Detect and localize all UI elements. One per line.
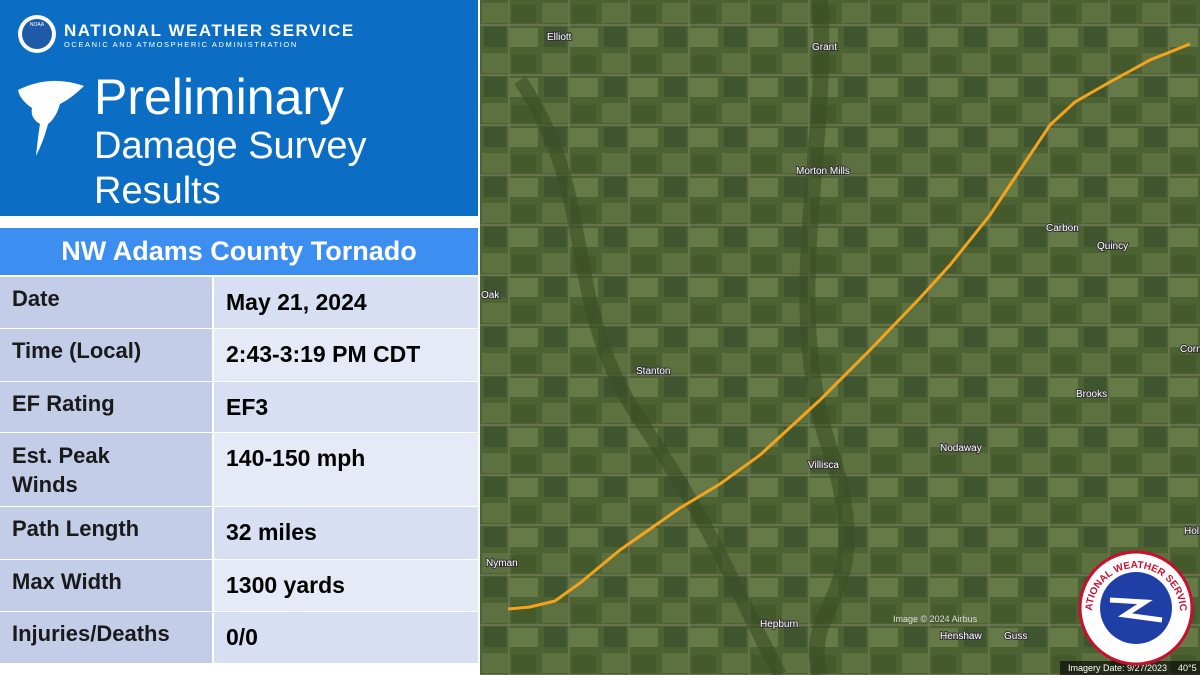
label-cell	[0, 560, 212, 611]
label-cell	[0, 507, 212, 559]
imagery-bar	[1060, 661, 1200, 675]
row-value: 1300 yards	[226, 572, 345, 598]
coordinates: 40°5	[1178, 663, 1197, 673]
place-label: Villisca	[808, 460, 839, 471]
label-cell	[0, 433, 212, 506]
row-label: Est. Peak Winds	[12, 443, 111, 497]
row-label-part: Est. Peak	[12, 443, 111, 468]
place-label: Corn	[1180, 344, 1200, 355]
label-cell	[0, 612, 212, 663]
title-line: Preliminary	[94, 69, 344, 125]
place-label: Morton Mills	[796, 166, 850, 177]
tornado-icon	[18, 80, 84, 156]
place-label: Guss	[1004, 631, 1027, 642]
tornado-path	[507, 42, 1191, 611]
row-label: Path Length	[12, 516, 139, 541]
title-line: Damage Survey	[94, 125, 366, 167]
value-cell	[214, 507, 478, 559]
row-label: Time (Local)	[12, 338, 141, 363]
row-value: 0/0	[226, 624, 258, 650]
place-label: Hepburn	[760, 619, 798, 630]
label-cell	[0, 382, 212, 432]
place-label: Henshaw	[940, 631, 982, 642]
agency-subtitle: OCEANIC AND ATMOSPHERIC ADMINISTRATION	[64, 40, 298, 49]
value-cell	[214, 277, 478, 328]
row-value: EF3	[226, 394, 268, 420]
image-credit: Image © 2024 Airbus	[893, 614, 978, 624]
value-cell	[214, 612, 478, 663]
table-title-bar	[0, 228, 478, 275]
row-label: EF Rating	[12, 391, 115, 416]
place-label: Hol	[1184, 526, 1199, 537]
place-label: Nyman	[486, 558, 518, 569]
value-cell	[214, 433, 478, 506]
table-title: NW Adams County Tornado	[61, 236, 416, 266]
row-value: 140-150 mph	[226, 445, 365, 471]
label-cell	[0, 329, 212, 381]
place-label: Grant	[812, 42, 837, 53]
noaa-logo-text: NOAA	[30, 22, 45, 28]
place-label: Oak	[481, 290, 500, 301]
value-cell	[214, 382, 478, 432]
place-label: Carbon	[1046, 223, 1079, 234]
place-label: Quincy	[1097, 241, 1128, 252]
imagery-date: Imagery Date: 9/27/2023	[1068, 663, 1167, 673]
title-line: Results	[94, 170, 221, 212]
place-label: Nodaway	[940, 443, 982, 454]
label-cell	[0, 277, 212, 328]
place-label: Brooks	[1076, 389, 1107, 400]
row-label: Max Width	[12, 569, 122, 594]
row-label: Injuries/Deaths	[12, 621, 170, 646]
value-cell	[214, 560, 478, 611]
row-value: 2:43-3:19 PM CDT	[226, 341, 420, 367]
header-panel	[0, 0, 478, 216]
agency-name: NATIONAL WEATHER SERVICE	[64, 21, 355, 40]
row-value: May 21, 2024	[226, 289, 367, 315]
value-cell	[214, 329, 478, 381]
place-label: Elliott	[547, 32, 572, 43]
row-label-part: Winds	[12, 472, 78, 497]
row-value: 32 miles	[226, 519, 317, 545]
row-label: Date	[12, 286, 60, 311]
place-label: Stanton	[636, 366, 670, 377]
